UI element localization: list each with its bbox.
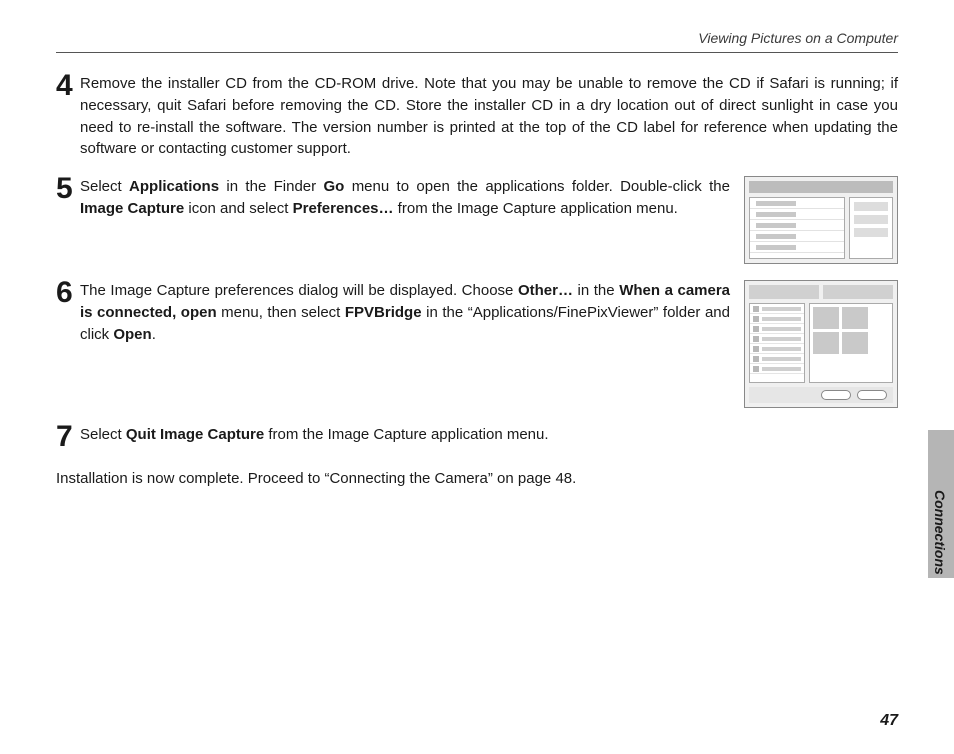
- step: 5Select Applications in the Finder Go me…: [56, 176, 898, 264]
- bold-term: Image Capture: [80, 200, 184, 217]
- step-text: Remove the installer CD from the CD-ROM …: [80, 73, 898, 160]
- running-header: Viewing Pictures on a Computer: [56, 30, 898, 53]
- step-body: Select Quit Image Capture from the Image…: [80, 424, 898, 446]
- step-number: 4: [56, 71, 80, 101]
- bold-term: FPVBridge: [345, 304, 422, 321]
- step: 6The Image Capture preferences dialog wi…: [56, 280, 898, 408]
- step-body: Select Applications in the Finder Go men…: [80, 176, 898, 264]
- bold-term: Applications: [129, 178, 219, 195]
- step-figure: [744, 176, 898, 264]
- step-figure: [744, 280, 898, 408]
- screenshot-image-capture-menu: [744, 176, 898, 264]
- section-label: Connections: [932, 490, 948, 575]
- bold-term: Go: [324, 178, 345, 195]
- step-body: Remove the installer CD from the CD-ROM …: [80, 73, 898, 160]
- bold-term: Preferences…: [293, 200, 394, 217]
- step-number: 7: [56, 422, 80, 452]
- step-body: The Image Capture preferences dialog wil…: [80, 280, 898, 408]
- step-text: Select Applications in the Finder Go men…: [80, 176, 730, 220]
- steps-list: 4Remove the installer CD from the CD-ROM…: [56, 73, 898, 452]
- step: 4Remove the installer CD from the CD-ROM…: [56, 73, 898, 160]
- step-number: 6: [56, 278, 80, 308]
- step-number: 5: [56, 174, 80, 204]
- closing-text: Installation is now complete. Proceed to…: [56, 468, 898, 490]
- bold-term: Open: [113, 326, 151, 343]
- step-text: The Image Capture preferences dialog wil…: [80, 280, 730, 345]
- step: 7Select Quit Image Capture from the Imag…: [56, 424, 898, 452]
- screenshot-open-dialog: [744, 280, 898, 408]
- bold-term: Quit Image Capture: [126, 426, 264, 443]
- step-text: Select Quit Image Capture from the Image…: [80, 424, 898, 446]
- page-container: Viewing Pictures on a Computer 4Remove t…: [0, 0, 954, 754]
- page-number: 47: [880, 712, 898, 730]
- bold-term: Other…: [518, 282, 573, 299]
